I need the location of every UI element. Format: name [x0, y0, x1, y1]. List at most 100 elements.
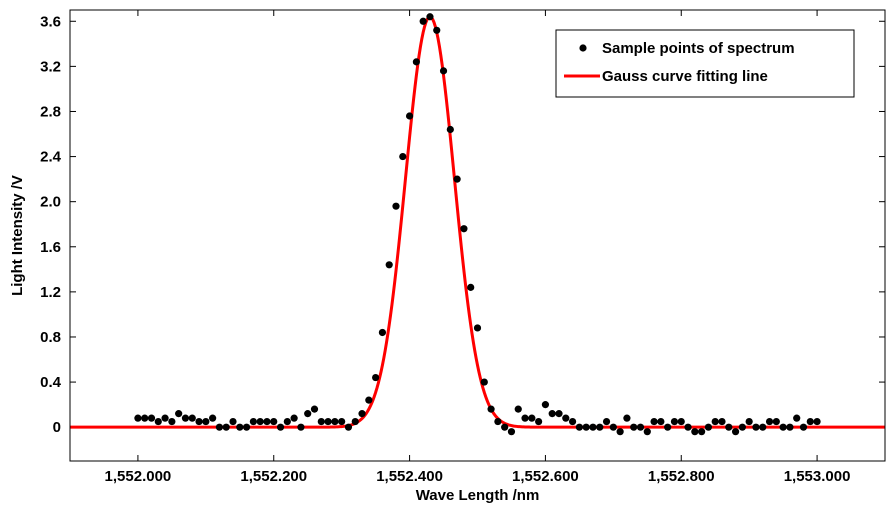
sample-point	[175, 410, 183, 418]
sample-point	[779, 423, 787, 431]
sample-point	[759, 423, 767, 431]
sample-point	[528, 414, 536, 422]
y-axis-ticks: 0 0.4 0.8 1.2 1.6 2.0 2.4 2.8 3.2 3.6	[40, 13, 885, 436]
x-tick-label: 1,552.400	[376, 468, 443, 485]
sample-points-layer	[134, 13, 821, 436]
sample-point	[147, 414, 156, 422]
sample-point	[467, 283, 475, 291]
sample-point	[310, 405, 319, 413]
y-tick-label: 2.4	[40, 149, 62, 166]
y-tick-label: 2.0	[40, 194, 61, 211]
sample-point	[378, 328, 387, 337]
sample-point	[209, 414, 217, 422]
sample-point	[412, 58, 420, 66]
sample-point	[738, 423, 746, 431]
sample-point	[392, 202, 400, 210]
y-tick-label: 1.6	[40, 239, 61, 256]
sample-point	[358, 410, 366, 418]
sample-point	[535, 417, 543, 426]
x-axis-title: Wave Length /nm	[416, 487, 540, 504]
sample-point	[405, 112, 414, 120]
sample-point	[419, 17, 427, 25]
sample-point	[181, 414, 190, 422]
x-tick-label: 1,553.000	[784, 468, 851, 485]
sample-point	[433, 26, 441, 34]
sample-point	[698, 428, 706, 436]
sample-point	[799, 423, 808, 431]
sample-point	[731, 428, 740, 436]
y-tick-label: 2.8	[40, 103, 61, 120]
sample-point	[711, 417, 719, 426]
sample-point	[765, 417, 774, 426]
sample-point	[562, 414, 570, 422]
sample-point	[623, 414, 631, 422]
legend-label-gauss-curve: Gauss curve fitting line	[602, 68, 768, 85]
sample-point	[344, 423, 353, 431]
y-tick-label: 0.4	[40, 374, 62, 391]
sample-point	[236, 423, 244, 431]
sample-point	[630, 423, 638, 431]
sample-point	[195, 417, 203, 426]
x-tick-label: 1,552.200	[240, 468, 307, 485]
sample-point	[521, 414, 529, 422]
sample-point	[283, 417, 291, 426]
sample-point	[141, 414, 149, 422]
sample-point	[725, 423, 733, 431]
sample-point	[745, 417, 753, 426]
x-tick-label: 1,552.000	[105, 468, 172, 485]
sample-point	[351, 417, 359, 426]
sample-point	[670, 417, 679, 426]
sample-point	[372, 373, 380, 382]
sample-point	[480, 378, 488, 386]
sample-point	[215, 423, 224, 431]
sample-point	[263, 417, 271, 426]
sample-point	[657, 417, 665, 426]
sample-point	[555, 410, 563, 418]
sample-point	[460, 225, 468, 233]
sample-point	[331, 417, 339, 426]
sample-point	[691, 428, 699, 436]
sample-point	[154, 417, 162, 426]
sample-point	[439, 67, 448, 75]
sample-point	[446, 125, 454, 134]
sample-point	[752, 423, 760, 431]
sample-point	[324, 417, 332, 426]
sample-point	[487, 405, 495, 413]
sample-point	[548, 410, 556, 418]
fit-curve-layer	[70, 15, 885, 429]
sample-point	[806, 417, 814, 426]
sample-point	[568, 417, 577, 426]
y-tick-label: 1.2	[40, 284, 61, 301]
sample-point	[399, 152, 407, 161]
y-axis-title: Light Intensity /V	[9, 175, 26, 296]
sample-point	[589, 423, 597, 431]
sample-point	[501, 423, 509, 431]
sample-point	[304, 410, 312, 418]
y-tick-label: 3.6	[40, 13, 61, 30]
sample-point	[772, 417, 780, 426]
sample-point	[188, 414, 196, 422]
legend-box	[555, 29, 855, 98]
sample-point	[616, 428, 624, 436]
sample-point	[609, 423, 617, 431]
x-axis-ticks: 1,552.000 1,552.200 1,552.400 1,552.600 1,55…	[105, 10, 851, 485]
sample-point	[202, 417, 210, 426]
sample-point	[249, 417, 257, 426]
sample-point	[514, 405, 522, 413]
sample-point	[256, 417, 264, 426]
sample-point	[602, 417, 611, 426]
sample-point	[426, 13, 434, 21]
sample-point	[229, 417, 237, 426]
y-tick-label: 0.8	[40, 329, 61, 346]
sample-point	[582, 423, 590, 431]
sample-point	[793, 414, 801, 422]
sample-point	[290, 414, 298, 422]
sample-point	[541, 401, 550, 409]
sample-point	[242, 423, 251, 431]
x-tick-label: 1,552.600	[512, 468, 579, 485]
sample-point	[507, 428, 516, 436]
sample-point	[453, 175, 461, 183]
sample-point	[813, 417, 821, 426]
sample-point	[575, 423, 583, 431]
sample-point	[297, 423, 305, 431]
